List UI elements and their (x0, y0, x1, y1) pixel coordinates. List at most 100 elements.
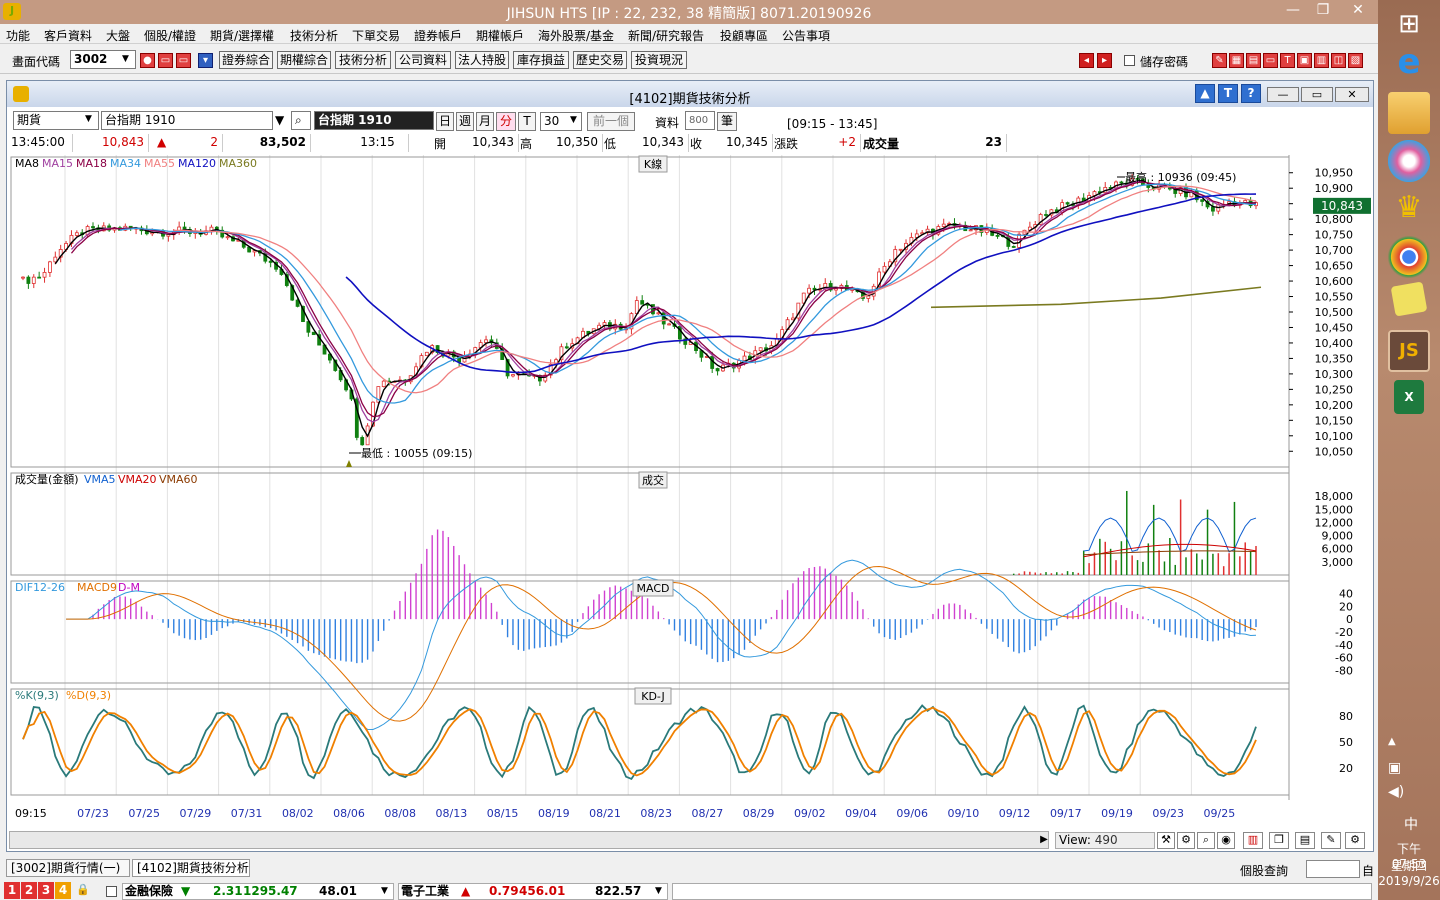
tool-icon[interactable]: ⚒ (1157, 832, 1175, 849)
tool-icon[interactable]: ▧ (1348, 53, 1363, 68)
volume-icon[interactable]: ◀) (1388, 784, 1405, 800)
period-week-button[interactable]: 週 (456, 112, 474, 131)
toolbar-button[interactable]: 技術分析 (335, 51, 391, 69)
period-minute-button[interactable]: 分 (496, 112, 516, 131)
tool-icon[interactable]: ▭ (1263, 53, 1278, 68)
chevron-down-icon[interactable]: ▼ (655, 886, 662, 896)
previous-button[interactable]: 前一個 (587, 112, 635, 131)
ticker-checkbox[interactable] (106, 886, 117, 897)
gear-icon[interactable]: ⚙ (1345, 832, 1365, 849)
menu-item[interactable]: 新聞/研究報告 (628, 29, 705, 43)
toolbar-button[interactable]: 證券綜合 (219, 51, 273, 69)
tool-icon[interactable]: ▥ (1243, 832, 1263, 849)
search-icon[interactable]: ● (140, 53, 155, 68)
jihsun-app-icon[interactable]: JS (1388, 330, 1430, 372)
zoom-icon[interactable]: ⌕ (1197, 832, 1215, 849)
app-logo-icon[interactable]: J (3, 3, 21, 20)
menu-item[interactable]: 投顧專區 (720, 29, 769, 43)
print-icon[interactable]: ▤ (1295, 832, 1315, 849)
menu-item[interactable]: 大盤 (106, 29, 131, 43)
chevron-down-icon[interactable]: ▼ (85, 114, 92, 124)
paint-icon[interactable] (1388, 140, 1430, 182)
symbol-select[interactable]: 台指期 1910 (101, 111, 273, 130)
stock-query-input[interactable] (1306, 860, 1360, 878)
pencil-icon[interactable]: ✎ (1321, 832, 1341, 849)
toolbar-button[interactable]: 期權綜合 (277, 51, 331, 69)
help-icon[interactable]: ? (1241, 84, 1261, 103)
num-button[interactable]: 1 (4, 882, 20, 899)
tab-quote[interactable]: [3002]期貨行情(一) (6, 859, 130, 877)
toolbar-button[interactable]: 歷史交易 (573, 51, 627, 69)
menu-item[interactable]: 公告事項 (782, 29, 831, 43)
tab-technical[interactable]: [4102]期貨技術分析 (132, 859, 250, 877)
menu-item[interactable]: 技術分析 (290, 29, 339, 43)
file-explorer-icon[interactable] (1388, 92, 1430, 134)
num-button[interactable]: 4 (55, 882, 71, 899)
maximize-button[interactable]: ❐ (1316, 2, 1330, 18)
chrome-icon[interactable] (1388, 236, 1430, 278)
tool-icon[interactable]: T (1280, 53, 1295, 68)
num-button[interactable]: 3 (38, 882, 54, 899)
tool-icon[interactable]: ▣ (1297, 53, 1312, 68)
toolbar-button[interactable]: 公司資料 (395, 51, 451, 69)
tool-icon[interactable]: ▦ (1229, 53, 1244, 68)
ime-indicator[interactable]: 中 (1404, 817, 1418, 833)
toolbar-button[interactable]: 法人持股 (455, 51, 509, 69)
data-count-input[interactable]: 800 (685, 111, 715, 130)
search-icon[interactable]: ⌕ (291, 111, 311, 130)
clock-time[interactable]: 下午 07:53 (1391, 842, 1427, 871)
chevron-down-icon[interactable]: ▼ (122, 54, 129, 64)
menu-item[interactable]: 客戶資料 (44, 29, 93, 43)
close-button[interactable]: ✕ (1352, 2, 1364, 18)
copy-icon[interactable]: ❐ (1269, 832, 1289, 849)
num-button[interactable]: 2 (21, 882, 37, 899)
tool-icon[interactable]: ▥ (1314, 53, 1329, 68)
menu-item[interactable]: 證券帳戶 (414, 29, 463, 43)
menu-item[interactable]: 期權帳戶 (476, 29, 525, 43)
chevron-down-icon[interactable]: ▼ (275, 113, 285, 127)
template-icon[interactable]: T (1218, 84, 1238, 103)
windows-start-icon[interactable]: ⊞ (1398, 9, 1420, 39)
chevron-down-icon[interactable]: ▾ (198, 53, 213, 68)
menu-item[interactable]: 下單交易 (352, 29, 401, 43)
scrollbar[interactable] (9, 831, 1049, 849)
scroll-right-button[interactable]: ▶ (1040, 834, 1048, 845)
menu-item[interactable]: 期貨/選擇權 (210, 29, 275, 43)
tool-icon[interactable]: ▤ (1246, 53, 1261, 68)
interval-select[interactable]: 30 (540, 112, 582, 131)
toolbar-button[interactable]: 投資現況 (631, 51, 687, 69)
network-icon[interactable]: ▣ (1388, 760, 1402, 776)
chevron-down-icon[interactable]: ▼ (381, 886, 388, 896)
arrow-left-icon[interactable]: ◂ (1079, 53, 1094, 68)
period-day-button[interactable]: 日 (436, 112, 454, 131)
tool-icon[interactable]: ⚙ (1177, 832, 1195, 849)
menu-item[interactable]: 個股/權證 (144, 29, 197, 43)
crown-icon[interactable]: ♛ (1395, 190, 1423, 225)
panel-restore-button[interactable]: ▭ (1301, 87, 1333, 102)
triangle-up-icon[interactable]: ▲ (1195, 84, 1215, 103)
chart-area[interactable]: 10,95010,90010,85010,80010,75010,70010,6… (9, 155, 1373, 843)
tool-icon[interactable]: ✎ (1212, 53, 1227, 68)
period-tick-button[interactable]: T (518, 112, 536, 131)
chevron-up-icon[interactable]: ▲ (1388, 736, 1396, 747)
panel-minimize-button[interactable]: — (1267, 87, 1299, 102)
tool-icon[interactable]: ◫ (1331, 53, 1346, 68)
sticky-notes-icon[interactable] (1390, 281, 1428, 317)
save-password-checkbox[interactable] (1124, 55, 1135, 66)
tool-icon[interactable]: ▭ (158, 53, 173, 68)
arrow-right-icon[interactable]: ▸ (1097, 53, 1112, 68)
lock-icon[interactable]: 🔒 (76, 883, 90, 896)
toolbar-button[interactable]: 庫存損益 (513, 51, 569, 69)
menu-item[interactable]: 功能 (6, 29, 31, 43)
minimize-button[interactable]: — (1286, 2, 1300, 18)
internet-explorer-icon[interactable]: e (1397, 42, 1421, 82)
tool-icon[interactable]: ◉ (1217, 832, 1235, 849)
tool-icon[interactable]: ▭ (176, 53, 191, 68)
excel-icon[interactable]: X (1394, 380, 1424, 414)
menu-item[interactable]: 海外股票/基金 (538, 29, 615, 43)
chevron-down-icon[interactable]: ▼ (570, 115, 577, 125)
data-unit-button[interactable]: 筆 (717, 112, 737, 131)
screen-code-input[interactable]: 3002 (70, 50, 136, 69)
period-month-button[interactable]: 月 (476, 112, 494, 131)
market-select[interactable]: 期貨 (13, 111, 99, 130)
